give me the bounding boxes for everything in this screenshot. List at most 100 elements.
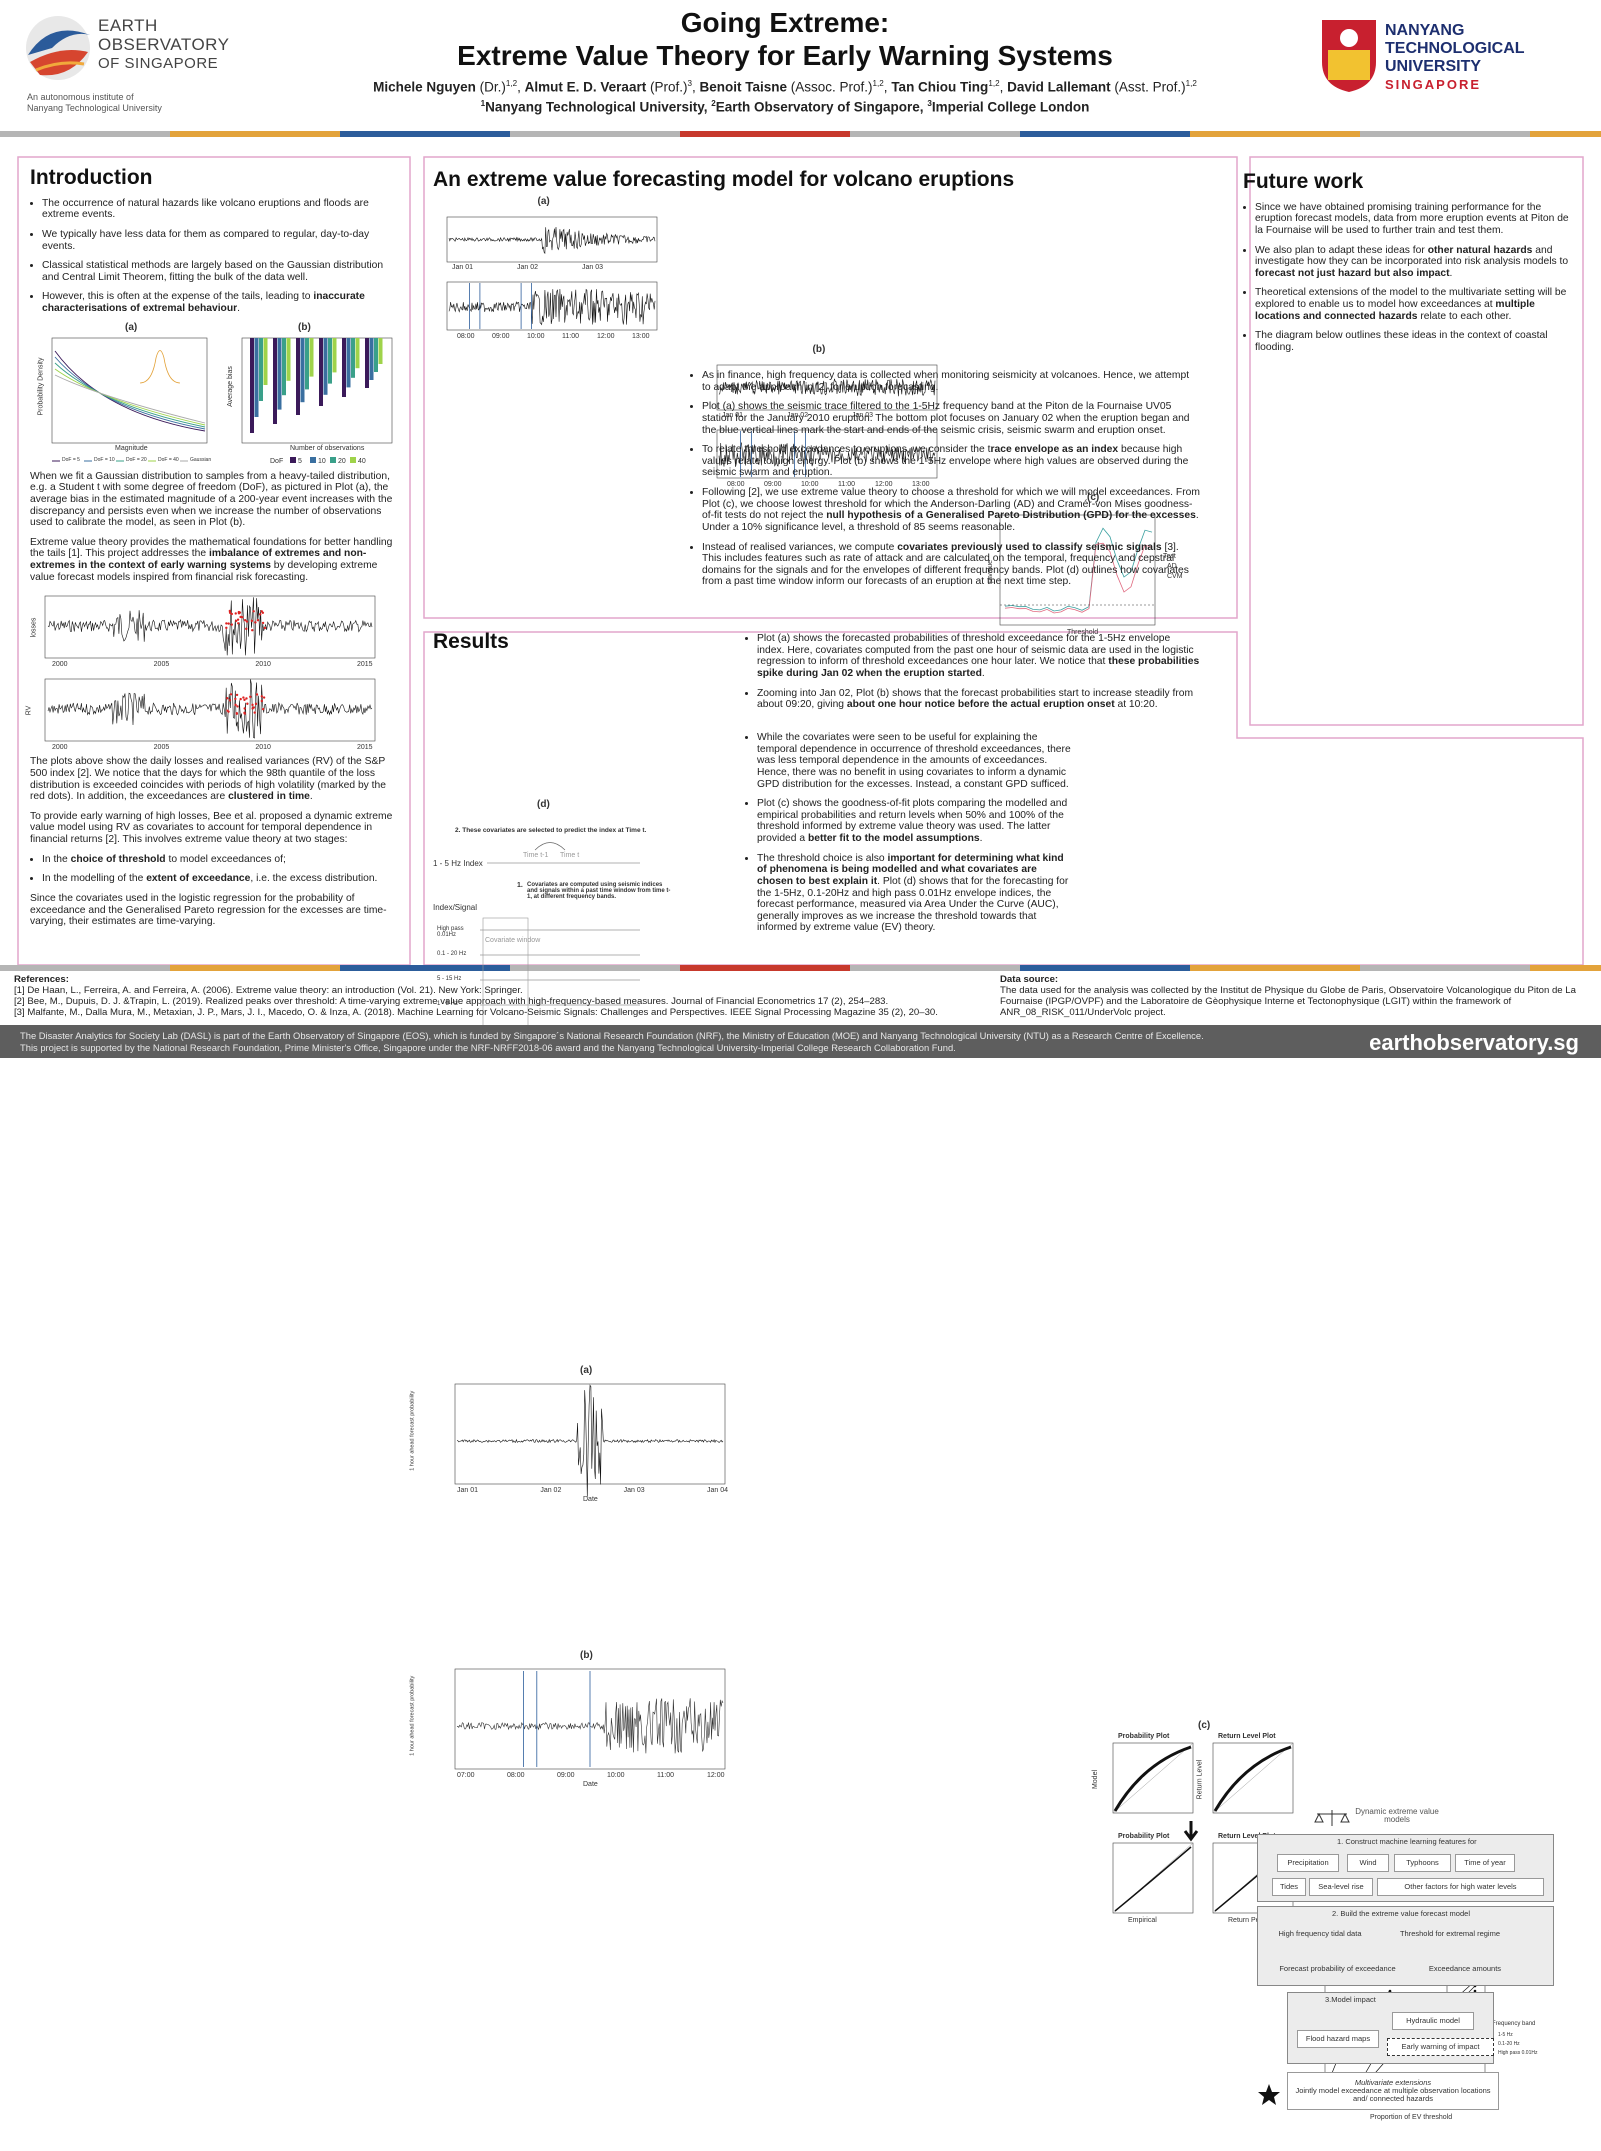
stripe xyxy=(680,131,850,137)
tagline-line: An autonomous institute of xyxy=(27,92,134,102)
references: References: [1] De Haan, L., Ferreira, A… xyxy=(14,974,989,1018)
exceedance-dot xyxy=(263,627,267,630)
reference: [1] De Haan, L., Ferreira, A. and Ferrei… xyxy=(14,985,523,996)
bar xyxy=(323,337,328,395)
bar xyxy=(355,337,360,368)
plot-label: (c) xyxy=(1087,492,1100,503)
footer-line: This project is supported by the Nationa… xyxy=(20,1042,956,1053)
plot-label: Time t-1 xyxy=(523,852,549,859)
exceedance-dot xyxy=(228,611,232,615)
plot-label: Jan 01 xyxy=(722,412,744,419)
plot-label: Index/Signal xyxy=(433,903,478,912)
stripe xyxy=(1020,131,1190,137)
trace xyxy=(448,288,656,326)
exceedance-dot xyxy=(255,693,259,697)
text-run: these probabilities spike during Jan 02 … xyxy=(757,656,1200,679)
bullet: In the modelling of the extent of exceed… xyxy=(42,873,396,885)
text-run: . xyxy=(1449,267,1453,279)
figure: (a) Jan 01 Jan 02 Jan 03 08:00 09:00 10:00 11:0… xyxy=(425,197,665,345)
bullet: To relate threshold exceedances to erupt… xyxy=(702,444,1200,479)
text-run: clustered in time xyxy=(228,791,310,803)
exceedance-dot xyxy=(256,619,260,622)
bullet: The threshold choice is also important f… xyxy=(757,853,1075,934)
plot-label: Jan 02 xyxy=(517,264,539,271)
exceedance-dot xyxy=(251,704,254,707)
plot-label: 2000 xyxy=(52,661,68,669)
diagram-box: Typhoons xyxy=(1394,1854,1451,1872)
bar xyxy=(369,337,374,380)
bar xyxy=(277,337,282,410)
bullets: In the choice of threshold to model exce… xyxy=(30,854,396,885)
plot-label: 1. xyxy=(517,882,523,889)
plot-label: Jan 03 xyxy=(623,1487,645,1494)
plot-label: Jan 03 xyxy=(582,264,604,271)
exceedance-dot xyxy=(225,626,228,630)
exceedance-dot xyxy=(228,699,232,702)
text-run: , xyxy=(517,79,525,95)
plot-label: 11:00 xyxy=(562,333,579,340)
plot-label: 08:00 xyxy=(457,333,475,340)
plot-graphic xyxy=(51,337,393,463)
stripe xyxy=(0,965,170,971)
plot-label: Jan 01 xyxy=(452,264,474,271)
plot-label: Threshold xyxy=(1067,629,1099,636)
plot-label: 11:00 xyxy=(657,1772,674,1779)
plot-label: 09:00 xyxy=(492,333,510,340)
exceedance-dot xyxy=(254,621,257,624)
left-logo xyxy=(26,16,90,80)
exceedance-dot xyxy=(228,610,232,613)
fit-curve xyxy=(1114,1846,1192,1912)
arc-arrow xyxy=(534,842,566,851)
exceedance-dot xyxy=(230,623,233,627)
paragraphs: The plots above show the daily losses an… xyxy=(30,756,396,845)
text-run: inaccurate characterisations of extremal… xyxy=(42,291,365,315)
exceedance-dot xyxy=(242,696,245,700)
section-title: Results xyxy=(433,630,509,653)
bullets: Plot (a) shows the forecasted probabilit… xyxy=(745,633,1200,711)
exceedance-dot xyxy=(234,612,237,615)
plot-label: Return Level Plot xyxy=(1218,1733,1276,1740)
diagram-box: Forecast probability of exceedance xyxy=(1279,1963,1396,1973)
plot-label: (b) xyxy=(580,1650,593,1661)
exceedance-dot xyxy=(251,629,254,632)
bullet: Since we have obtained promising trainin… xyxy=(1255,202,1573,237)
bullet: Following [2], we use extreme value theo… xyxy=(702,487,1200,534)
authors: Michele Nguyen (Dr.)1,2, Almut E. D. Ver… xyxy=(285,79,1285,95)
text-run: 1,2 xyxy=(1185,79,1197,88)
text-run: forecast not just hazard but also impact xyxy=(1255,267,1450,279)
diagram-box: Sea-level rise xyxy=(1309,1878,1373,1896)
stripe xyxy=(510,131,680,137)
bar xyxy=(282,337,286,395)
plot-label: High pass 0.01Hz xyxy=(437,926,464,938)
bar xyxy=(263,337,268,385)
bar xyxy=(250,337,254,433)
trace xyxy=(456,1384,724,1497)
ntu-line: NANYANG xyxy=(1385,22,1465,39)
text-run: about one hour notice before the actual … xyxy=(846,699,1115,711)
plot-label: CVM xyxy=(1167,573,1183,580)
plot-label: (d) xyxy=(537,799,550,810)
plot-label: 40 xyxy=(358,457,366,465)
plot-label: 0.1 - 20 Hz xyxy=(437,951,467,957)
text-run: (Asst. Prof.) xyxy=(1110,79,1186,95)
future-work: Future work Since we have obtained promi… xyxy=(1243,170,1573,362)
diagram-box: Tides xyxy=(1272,1878,1306,1896)
plot-label: 5 xyxy=(298,457,302,465)
axes-frame xyxy=(446,216,658,263)
text-run: extent of exceedance xyxy=(146,873,251,885)
text-run: at 10:20. xyxy=(1114,699,1158,711)
plot-label: Magnitude xyxy=(115,444,148,452)
exceedance-dot xyxy=(245,627,248,631)
figure: losses 2000 2005 2010 2015 RV 2000 2005 2010 2015 xyxy=(25,591,396,756)
title-line: Extreme Value Theory for Early Warning S… xyxy=(457,40,1113,71)
plot-label: DoF = 10 xyxy=(94,456,115,463)
text-run: Plot (c) shows the goodness-of-fit plots… xyxy=(757,798,1068,844)
text-run: , xyxy=(691,79,700,95)
legend-swatch xyxy=(290,456,296,463)
plot-label: DoF = 20 xyxy=(126,456,147,463)
bullets: Since we have obtained promising trainin… xyxy=(1243,202,1573,354)
bar xyxy=(286,337,291,381)
exceedance-dot xyxy=(246,702,249,706)
bar xyxy=(365,337,369,388)
exceedance-dot xyxy=(258,613,262,616)
